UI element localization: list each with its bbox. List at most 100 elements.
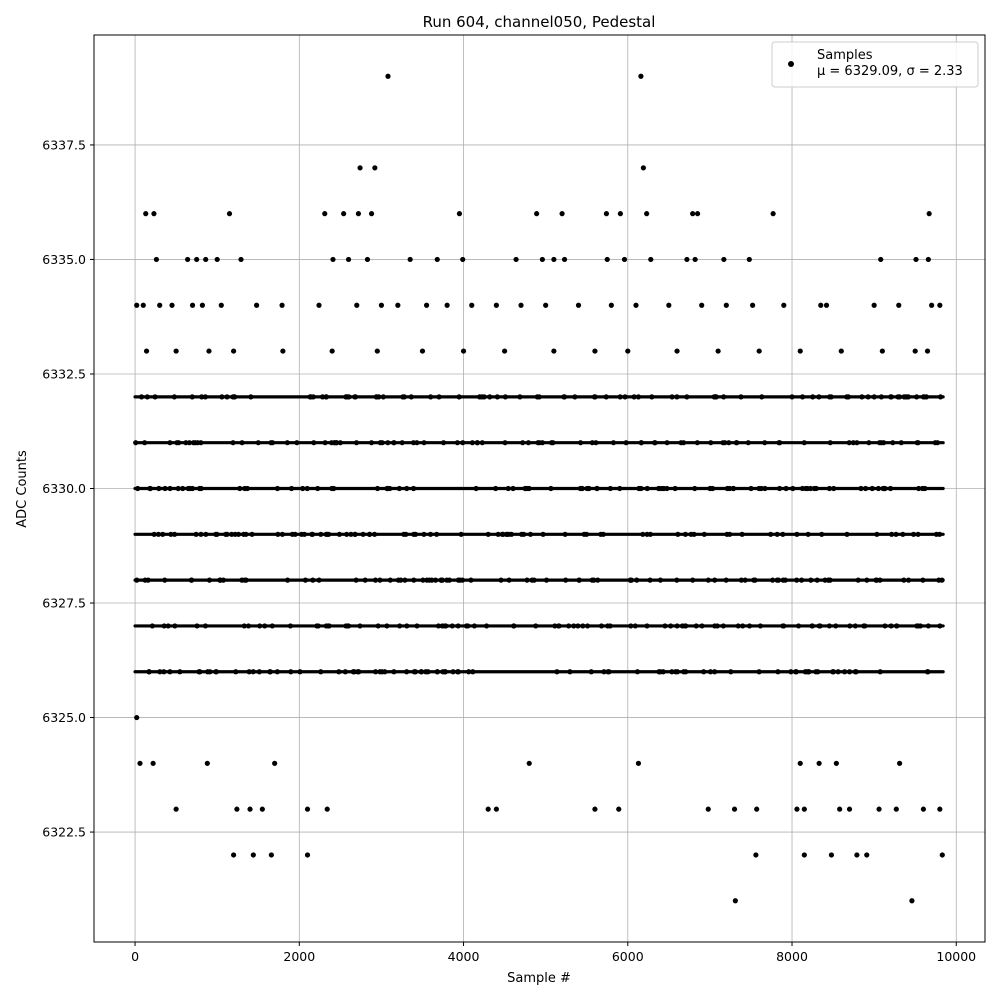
- data-point: [633, 302, 639, 308]
- data-point: [135, 485, 141, 492]
- data-point: [937, 302, 943, 308]
- data-point: [436, 394, 442, 400]
- data-point: [683, 669, 689, 675]
- data-point: [881, 440, 887, 446]
- data-point: [603, 394, 609, 400]
- data-point: [640, 531, 646, 537]
- data-point: [794, 806, 800, 812]
- data-point: [674, 348, 680, 354]
- data-point: [551, 348, 557, 354]
- data-point: [151, 211, 157, 217]
- data-point: [854, 440, 860, 446]
- data-point: [862, 623, 868, 629]
- data-point: [268, 852, 274, 858]
- data-point: [634, 577, 640, 583]
- data-point: [234, 806, 240, 812]
- data-point: [380, 394, 386, 400]
- data-point: [690, 577, 696, 583]
- data-point: [775, 669, 781, 675]
- data-point: [304, 806, 311, 812]
- data-point: [924, 348, 931, 354]
- data-point: [345, 256, 352, 263]
- data-point: [241, 623, 247, 629]
- data-point: [230, 440, 236, 446]
- data-point: [859, 394, 865, 400]
- data-point: [495, 531, 501, 537]
- data-point: [937, 394, 944, 400]
- data-point: [397, 623, 403, 629]
- data-point: [805, 531, 811, 537]
- data-point: [534, 211, 540, 217]
- data-point: [768, 531, 774, 537]
- data-point: [809, 623, 815, 629]
- data-point: [460, 440, 466, 446]
- data-point: [745, 440, 751, 446]
- data-point: [288, 669, 294, 675]
- data-point: [793, 669, 799, 675]
- data-point: [912, 348, 918, 354]
- data-point: [913, 256, 919, 263]
- data-point: [203, 256, 209, 263]
- data-point: [233, 669, 239, 675]
- data-point: [898, 440, 904, 446]
- data-point: [456, 211, 463, 217]
- data-point: [674, 623, 680, 629]
- data-point: [817, 623, 823, 629]
- data-point: [896, 760, 903, 766]
- data-point: [830, 669, 837, 675]
- x-tick-label: 0: [131, 949, 139, 964]
- data-point: [232, 394, 238, 400]
- data-point: [789, 394, 795, 400]
- data-point: [469, 440, 475, 446]
- data-point: [333, 440, 340, 446]
- data-point: [756, 485, 762, 492]
- data-point: [329, 348, 335, 354]
- data-point: [774, 577, 780, 583]
- data-point: [134, 302, 140, 308]
- data-point: [901, 577, 907, 583]
- data-point: [794, 531, 800, 537]
- data-point: [701, 669, 707, 675]
- data-point: [937, 806, 943, 812]
- data-point: [471, 623, 478, 629]
- data-point: [647, 577, 653, 583]
- data-point: [299, 531, 305, 537]
- data-point: [526, 760, 532, 766]
- data-point: [638, 440, 644, 446]
- data-point: [692, 485, 698, 492]
- data-point: [202, 394, 208, 400]
- data-point: [226, 211, 233, 217]
- data-point: [153, 256, 160, 263]
- data-point: [807, 485, 814, 492]
- data-point: [617, 485, 623, 492]
- data-point: [197, 669, 203, 675]
- data-point: [287, 623, 294, 629]
- data-point: [204, 760, 210, 766]
- data-point: [279, 531, 286, 537]
- data-point: [418, 669, 424, 675]
- data-point: [300, 485, 306, 492]
- data-point: [513, 256, 519, 263]
- data-point: [524, 485, 530, 492]
- data-point: [483, 623, 490, 629]
- data-point: [869, 485, 875, 492]
- data-point: [316, 302, 322, 308]
- data-point: [214, 256, 220, 263]
- data-point: [837, 806, 843, 812]
- data-point: [442, 669, 448, 675]
- data-point: [644, 623, 650, 629]
- data-point: [920, 577, 926, 583]
- data-point: [412, 669, 418, 675]
- data-point: [635, 394, 642, 400]
- data-point: [742, 577, 748, 583]
- data-point: [142, 440, 148, 446]
- data-point: [593, 440, 599, 446]
- data-point: [554, 669, 560, 675]
- data-point: [203, 531, 209, 537]
- y-tick-label: 6322.5: [42, 825, 86, 840]
- data-point: [506, 577, 512, 583]
- data-point: [493, 302, 499, 308]
- data-point: [255, 440, 261, 446]
- data-point: [323, 394, 329, 400]
- data-point: [846, 440, 852, 446]
